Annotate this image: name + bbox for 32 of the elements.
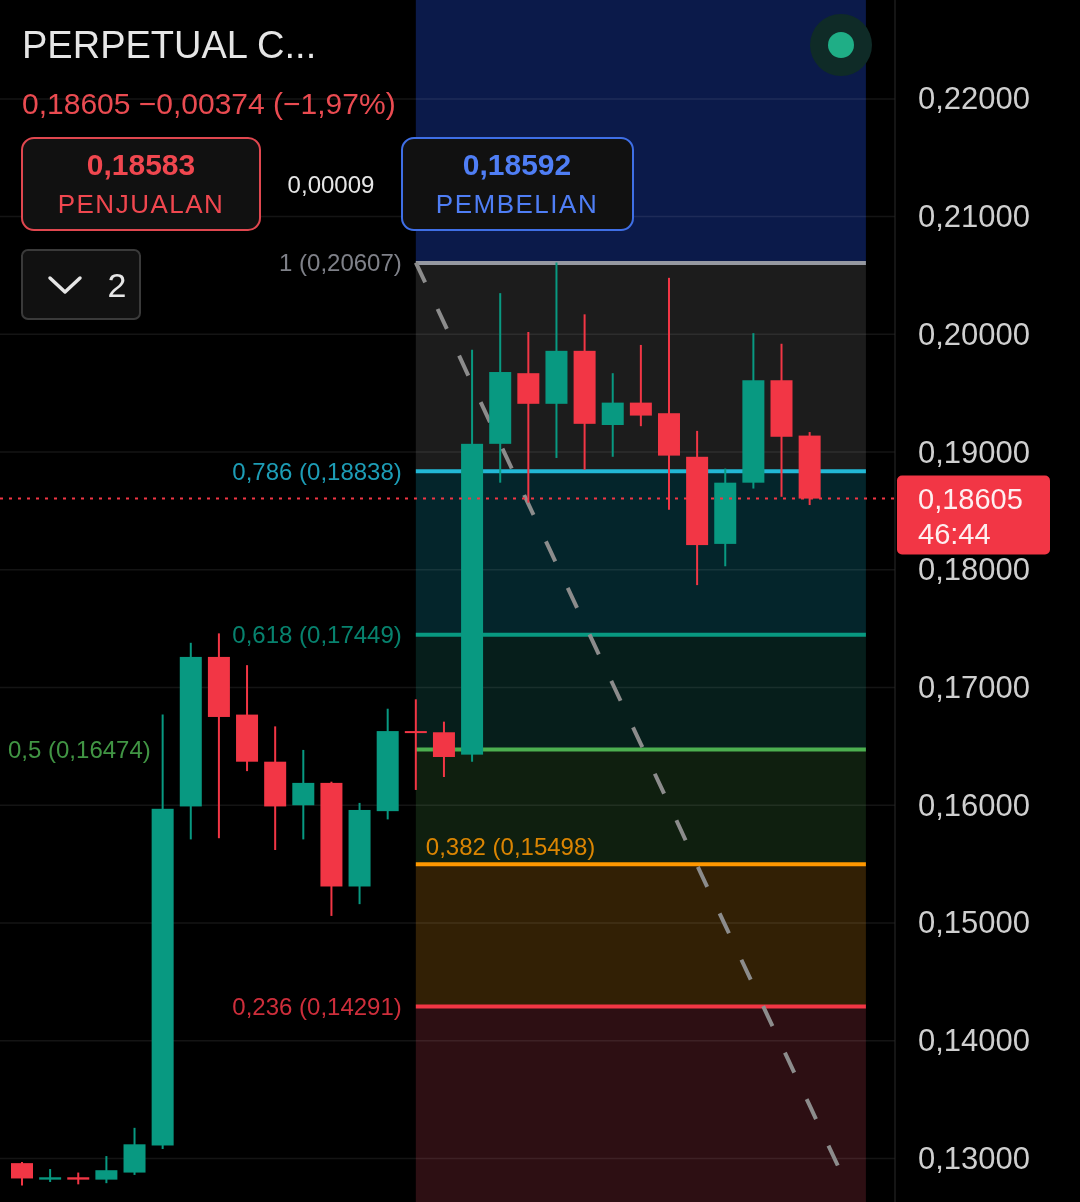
ref-line-label: 0,18605 46:44: [918, 482, 1023, 550]
ref-line-label: 0,236 (0,14291): [232, 992, 402, 1020]
line-series: [413, 260, 840, 1168]
y-tick-label: 0,13000: [918, 1140, 1031, 1176]
candlestick: [404, 698, 427, 791]
y-tick-label: 0,18000: [918, 552, 1031, 588]
y-tick-label: 0,19000: [918, 434, 1031, 470]
annotation: 0,18592: [462, 147, 572, 181]
y-tick-label: 0,14000: [918, 1023, 1031, 1059]
y-tick-label: 0,17000: [918, 670, 1031, 706]
ref-line-label: 0,618 (0,17449): [232, 621, 402, 649]
y-tick-label: 0,20000: [918, 316, 1031, 352]
text: 0,18605 −0,00374 (−1,97%): [22, 86, 396, 120]
candlestick: [11, 1160, 33, 1187]
text: PERPETUAL C...: [22, 24, 317, 66]
annotation: PENJUALAN: [57, 189, 225, 219]
candlestick: [601, 372, 624, 458]
annotation: 0,18583: [86, 147, 196, 181]
annotation: PEMBELIAN: [435, 189, 599, 219]
candlestick: [95, 1155, 118, 1185]
ref-line-label: 0,5 (0,16474): [8, 735, 151, 763]
y-tick-label: 0,16000: [918, 787, 1031, 823]
y-tick-label: 0,22000: [918, 81, 1031, 117]
candlestick: [292, 748, 315, 841]
annotation: 2: [107, 266, 127, 304]
ref-line-label: 1 (0,20607): [279, 249, 402, 277]
ref-line-label: 0,786 (0,18838): [232, 457, 402, 485]
y-tick-label: 0,21000: [918, 199, 1031, 235]
y-tick-label: 0,15000: [918, 905, 1031, 941]
annotation: 0,00009: [287, 170, 375, 198]
candlestick: [629, 343, 652, 428]
ref-line-label: 0,382 (0,15498): [425, 832, 596, 860]
